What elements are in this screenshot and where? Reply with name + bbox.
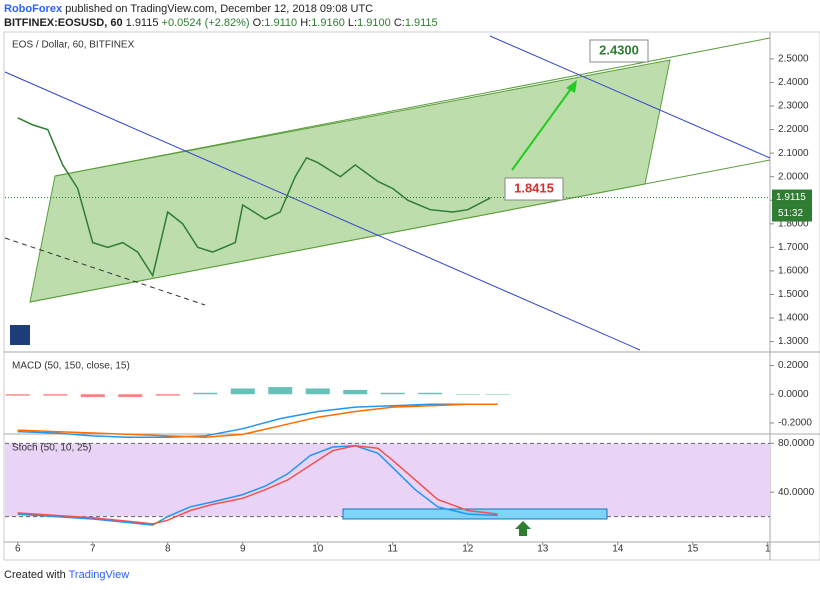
author[interactable]: RoboForex xyxy=(4,3,63,15)
y-tick-label: 0.2000 xyxy=(778,360,809,371)
histogram-bar xyxy=(485,394,510,395)
histogram-bar xyxy=(418,392,443,395)
histogram-bar xyxy=(118,394,143,398)
channel-top xyxy=(54,37,771,177)
series-line xyxy=(17,445,498,525)
change: +0.0524 (+2.82%) xyxy=(161,17,250,29)
histogram-bar xyxy=(305,388,330,395)
y-tick-label: 2.1000 xyxy=(778,148,809,159)
symbol: BITFINEX:EOSUSD, 60 xyxy=(4,17,123,29)
histogram-bar xyxy=(193,392,218,395)
countdown-tag xyxy=(772,205,812,222)
histogram-bar xyxy=(268,387,293,395)
header-line: RoboForex published on TradingView.com, … xyxy=(4,3,373,15)
histogram-bar xyxy=(5,394,30,396)
created: Created with xyxy=(4,569,66,581)
buy-arrow xyxy=(515,521,531,536)
x-tick-label: 9 xyxy=(240,544,246,555)
y-tick-label: 1.6000 xyxy=(778,266,809,277)
y-tick-label: 1.5000 xyxy=(778,289,809,300)
histogram-bar xyxy=(380,392,405,395)
x-tick-label: 10 xyxy=(312,544,324,555)
trend-line xyxy=(489,35,771,159)
histogram-bar xyxy=(80,394,105,398)
ohlc-line: BITFINEX:EOSUSD, 60 1.9115 +0.0524 (+2.8… xyxy=(4,17,438,29)
y-tick-label: 2.2000 xyxy=(778,124,809,135)
pane-title: EOS / Dollar, 60, BITFINEX xyxy=(12,40,135,51)
y-tick-label: 1.8000 xyxy=(778,218,809,229)
channel-bottom xyxy=(29,159,771,303)
channel xyxy=(29,59,671,303)
drawings xyxy=(4,35,771,351)
arrow-head xyxy=(566,80,577,93)
low: 1.9100 xyxy=(357,17,391,29)
brand[interactable]: TradingView xyxy=(68,569,130,581)
footer: Created with TradingView xyxy=(4,569,129,581)
target-arrow xyxy=(511,85,574,171)
x-tick-label: 14 xyxy=(612,544,624,555)
histogram-bar xyxy=(343,389,368,395)
logo xyxy=(10,325,30,345)
close: 1.9115 xyxy=(404,17,438,29)
histogram-bar xyxy=(455,394,480,395)
series-line xyxy=(17,403,498,439)
x-tick-label: 15 xyxy=(687,544,699,555)
y-tick-label: 1.7000 xyxy=(778,242,809,253)
stoch-band xyxy=(5,443,770,517)
countdown: 51:32 xyxy=(778,208,803,219)
callout xyxy=(504,177,564,201)
series-line xyxy=(17,117,491,278)
x-tick-label: 12 xyxy=(462,544,474,555)
last: 1.9115 xyxy=(125,17,159,29)
callout-label: 2.4300 xyxy=(599,42,639,57)
price-tag-label: 1.9115 xyxy=(776,192,806,203)
chart: 1.30001.40001.50001.60001.70001.80001.90… xyxy=(3,31,820,561)
y-tick-label: 2.5000 xyxy=(778,54,809,65)
x-tick-label: 1 xyxy=(765,544,771,555)
histogram-bar xyxy=(230,388,255,395)
y-tick-label: 40.0000 xyxy=(778,487,815,498)
x-tick-label: 6 xyxy=(15,544,21,555)
histogram-bar xyxy=(155,394,180,396)
dashed-line xyxy=(4,237,206,306)
series-line xyxy=(17,403,498,439)
open: 1.9110 xyxy=(264,17,298,29)
pane-title: Stoch (50, 10, 25) xyxy=(12,443,92,454)
y-tick-label: 1.4000 xyxy=(778,313,809,324)
pane-title: MACD (50, 150, close, 15) xyxy=(12,361,130,372)
y-tick-label: 2.3000 xyxy=(778,101,809,112)
x-tick-label: 8 xyxy=(165,544,171,555)
callout xyxy=(589,39,649,63)
y-tick-label: 0.0000 xyxy=(778,389,809,400)
series-line xyxy=(17,445,498,526)
callout-label: 1.8415 xyxy=(514,180,554,195)
h-label: H: xyxy=(300,17,312,29)
l-label: L: xyxy=(347,17,358,29)
c-label: C: xyxy=(393,17,405,29)
frame xyxy=(3,31,820,561)
price-tag xyxy=(772,189,812,206)
x-tick-label: 11 xyxy=(388,544,399,555)
y-tick-label: 2.0000 xyxy=(778,171,809,182)
y-tick-label: 2.4000 xyxy=(778,77,809,88)
published: published on TradingView.com, December 1… xyxy=(65,3,374,15)
trend-line xyxy=(4,71,641,351)
y-tick-label: 1.3000 xyxy=(778,336,809,347)
y-tick-label: 80.0000 xyxy=(778,438,815,449)
high: 1.9160 xyxy=(311,17,345,29)
x-tick-label: 7 xyxy=(90,544,96,555)
y-tick-label: -0.2000 xyxy=(778,418,812,429)
histogram-bar xyxy=(43,394,68,396)
o-label: O: xyxy=(252,17,265,29)
x-tick-label: 13 xyxy=(537,544,549,555)
